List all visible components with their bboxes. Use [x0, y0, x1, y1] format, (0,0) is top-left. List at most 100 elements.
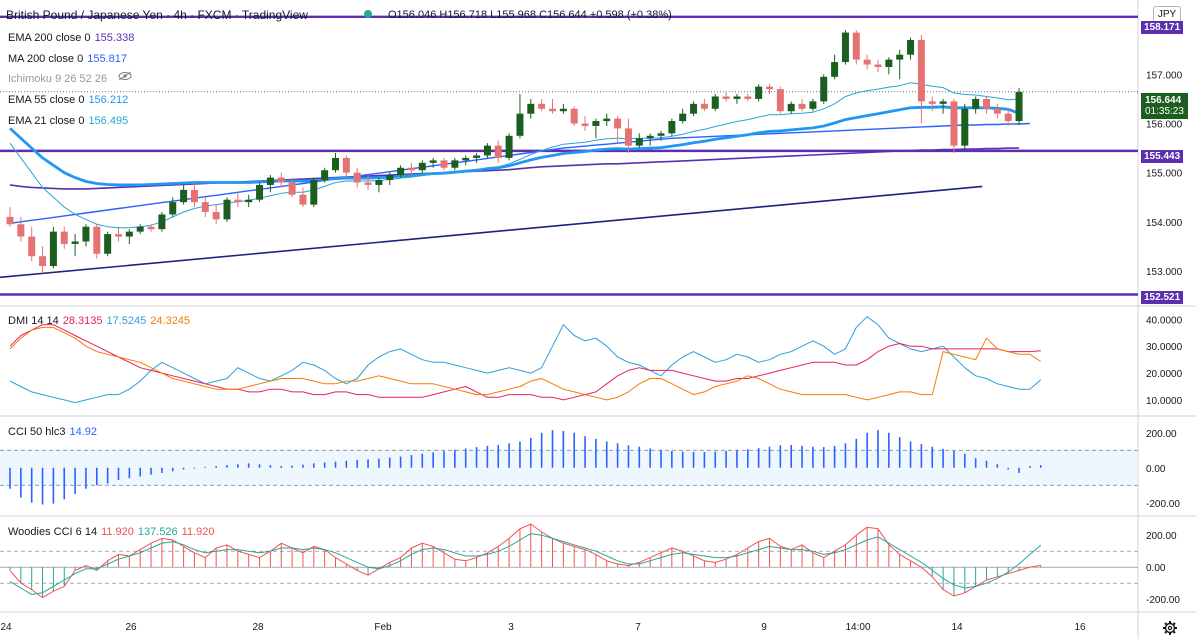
- dmi-tick-label: 10.0000: [1146, 396, 1183, 407]
- candle-body: [820, 76, 828, 102]
- price-tick-label: 156.000: [1146, 120, 1183, 131]
- candle-body: [28, 236, 36, 257]
- cci-tick-label: 200.00: [1146, 429, 1177, 440]
- candle-body: [212, 211, 220, 220]
- candle: [657, 130, 665, 141]
- candle: [614, 116, 622, 144]
- time-tick-label: 9: [761, 622, 767, 633]
- legend-ichimoku[interactable]: Ichimoku 9 26 52 26: [8, 73, 111, 85]
- candle-body: [961, 108, 969, 146]
- dmi-tick-label: 20.0000: [1146, 369, 1183, 380]
- candle: [353, 167, 361, 188]
- legend-dmi-v1: 28.3135: [62, 315, 103, 327]
- candle: [722, 91, 730, 102]
- candle: [592, 118, 600, 139]
- candle: [516, 94, 524, 139]
- legend-ema200[interactable]: EMA 200 close 0 155.338: [8, 32, 138, 44]
- legend-cci[interactable]: CCI 50 hlc3 14.92: [8, 426, 101, 438]
- candle-body: [429, 160, 437, 163]
- candle: [17, 216, 25, 242]
- time-tick-label: 14:00: [845, 622, 870, 633]
- candle-body: [766, 86, 773, 90]
- candle: [310, 177, 318, 208]
- candle: [549, 98, 556, 114]
- candle-body: [71, 241, 79, 244]
- candle: [429, 157, 437, 168]
- candle: [6, 207, 14, 227]
- candle: [798, 98, 806, 112]
- candle: [397, 165, 405, 178]
- candle: [418, 160, 426, 173]
- time-tick-label: 28: [252, 622, 264, 633]
- candle-body: [972, 98, 980, 109]
- candle-body: [136, 226, 144, 232]
- candle: [624, 118, 632, 153]
- candle: [136, 224, 144, 235]
- legend-dmi[interactable]: DMI 14 14 28.3135 17.5245 24.3245: [8, 315, 194, 327]
- trendline: [0, 185, 983, 279]
- hidden-eye-icon[interactable]: [118, 71, 132, 81]
- candle: [93, 224, 101, 259]
- woodies-tick-label: 200.00: [1146, 531, 1177, 542]
- candle-body: [299, 194, 307, 205]
- legend-ema21-label: EMA 21 close 0: [8, 115, 85, 127]
- candle: [690, 101, 698, 117]
- candle: [158, 211, 166, 232]
- legend-ma200[interactable]: MA 200 close 0 155.817: [8, 53, 131, 65]
- legend-ema21[interactable]: EMA 21 close 0 156.495: [8, 115, 132, 127]
- candle-body: [494, 145, 502, 158]
- legend-woodies[interactable]: Woodies CCI 6 14 11.920 137.526 11.920: [8, 526, 219, 538]
- ema21-line: [9, 82, 1020, 229]
- candle: [104, 231, 112, 257]
- candle-body: [115, 234, 122, 237]
- woodies-series-1: [9, 533, 1042, 595]
- dmi-tick-label: 30.0000: [1146, 342, 1183, 353]
- candle-body: [570, 108, 578, 124]
- candle: [49, 226, 57, 269]
- candle: [950, 98, 958, 153]
- candle-body: [809, 101, 817, 109]
- legend-woodies-label: Woodies CCI 6 14: [8, 526, 98, 538]
- legend-ichimoku-label: Ichimoku 9 26 52 26: [8, 73, 108, 85]
- candle: [744, 94, 752, 102]
- candle-body: [831, 62, 839, 77]
- candle-body: [885, 59, 893, 67]
- candle-body: [928, 101, 936, 104]
- candle-body: [234, 199, 242, 203]
- candle: [787, 101, 795, 114]
- candle: [1015, 88, 1023, 125]
- candle-body: [559, 108, 567, 112]
- candle: [917, 35, 925, 124]
- time-tick-label: 3: [508, 622, 514, 633]
- candle-body: [451, 160, 459, 168]
- candle: [874, 59, 882, 72]
- candle-body: [201, 202, 209, 212]
- legend-ema55[interactable]: EMA 55 close 0 156.212: [8, 94, 132, 106]
- time-tick-label: 26: [125, 622, 137, 633]
- candle-body: [679, 113, 687, 122]
- legend-dmi-label: DMI 14 14: [8, 315, 59, 327]
- candle-body: [983, 98, 990, 109]
- candle: [983, 96, 990, 114]
- price-tick-label: 153.000: [1146, 267, 1183, 278]
- price-label-countdown: 01:35:23: [1145, 106, 1184, 117]
- dmi-series-2: [9, 326, 1042, 401]
- candle-body: [668, 121, 676, 134]
- candle: [603, 113, 611, 126]
- candle-body: [798, 103, 806, 109]
- candle: [483, 143, 491, 158]
- candle-body: [516, 113, 524, 136]
- legend-ma200-value: 155.817: [87, 53, 127, 65]
- candle: [570, 106, 578, 126]
- candle-body: [39, 256, 47, 267]
- candle-body: [592, 121, 600, 126]
- legend-ema21-value: 156.495: [88, 115, 129, 127]
- candle: [896, 49, 904, 80]
- settings-gear-icon[interactable]: [1162, 620, 1178, 636]
- candle-body: [755, 86, 763, 99]
- candle: [60, 226, 68, 249]
- candle-body: [147, 226, 155, 230]
- candle-body: [733, 96, 741, 99]
- candle-body: [104, 234, 112, 254]
